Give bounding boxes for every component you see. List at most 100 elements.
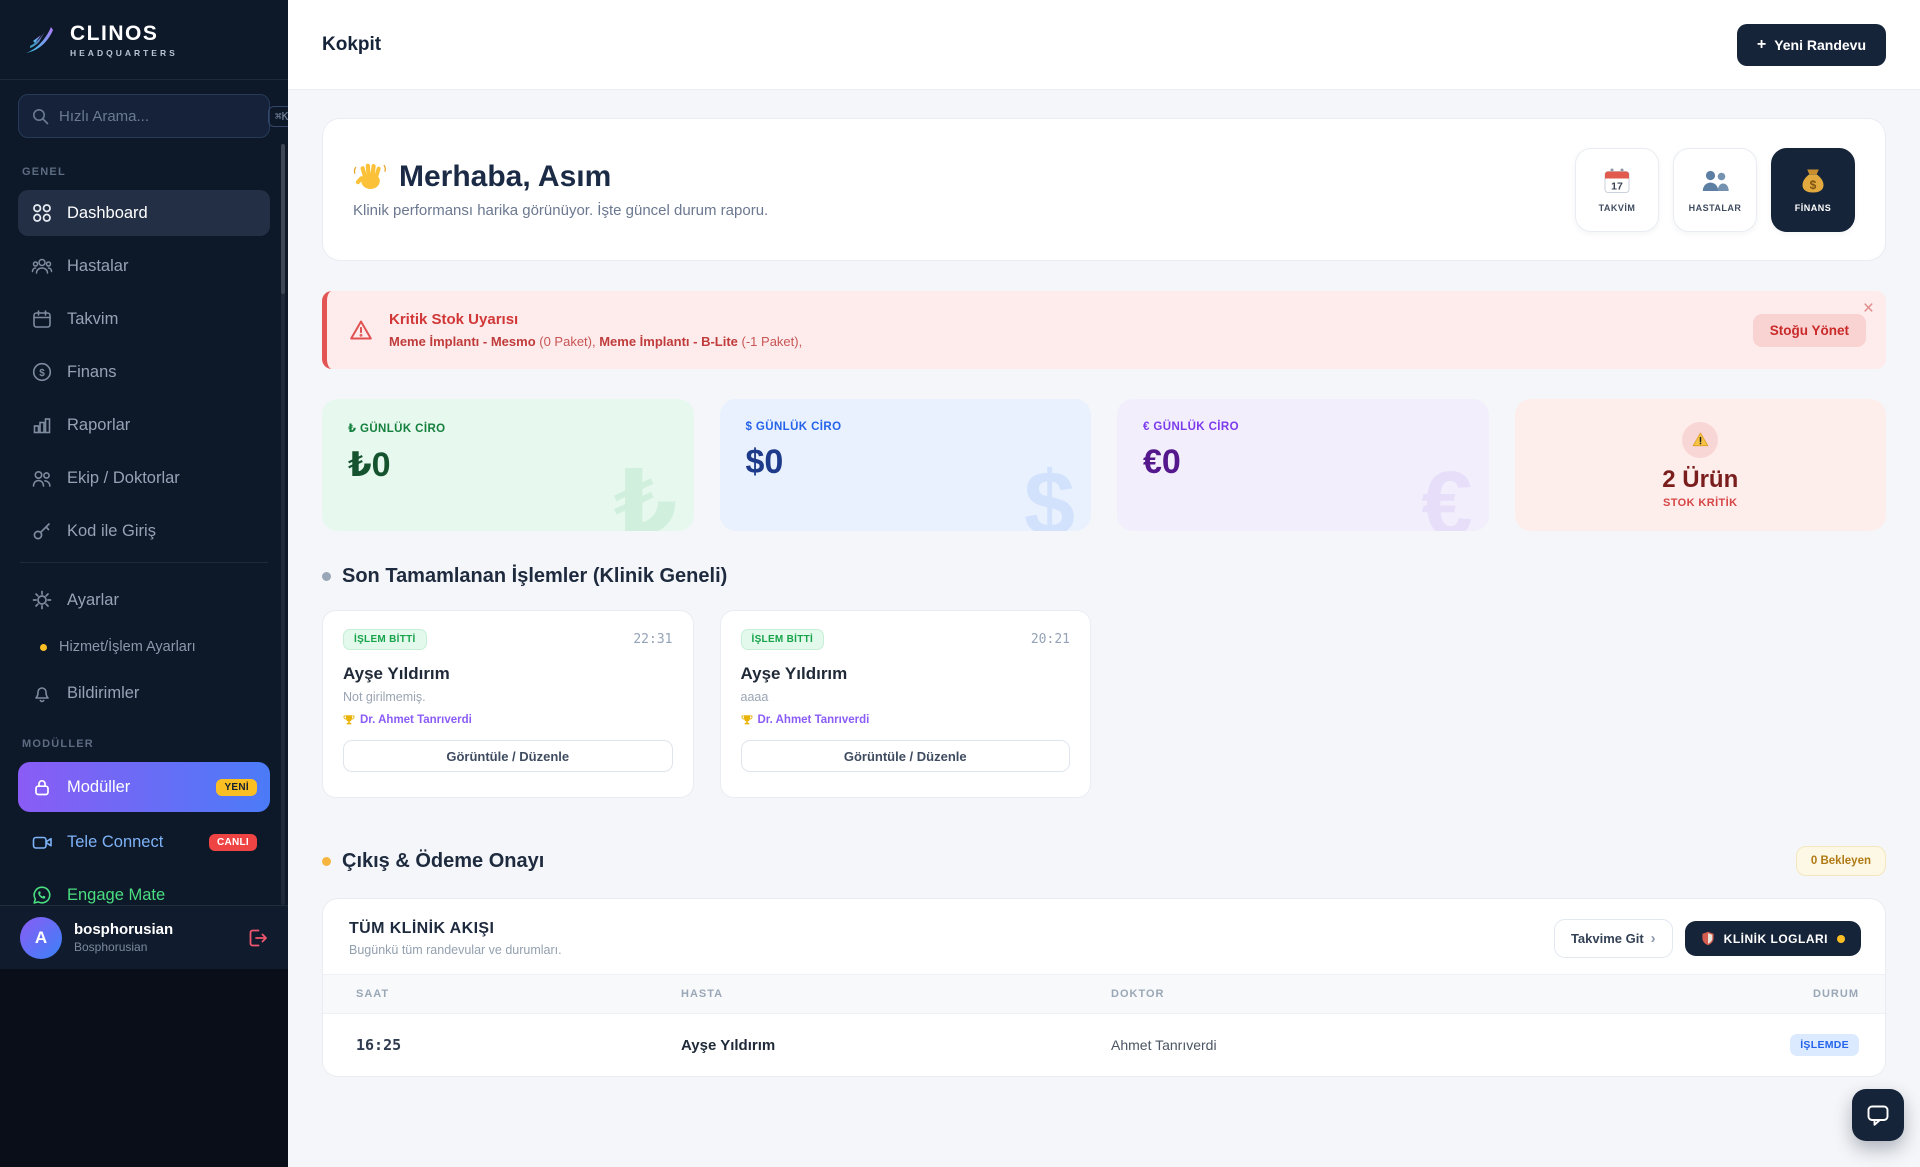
sidebar-item-label: Tele Connect	[67, 832, 164, 851]
stat-value: €0	[1143, 443, 1181, 481]
go-to-calendar-button[interactable]: Takvime Git ›	[1553, 919, 1673, 958]
currency-watermark: $	[1023, 453, 1075, 531]
lock-icon	[31, 776, 53, 798]
view-edit-button[interactable]: Görüntüle / Düzenle	[740, 740, 1070, 772]
sidebar-item-takvim[interactable]: Takvim	[18, 296, 270, 342]
calendar-icon	[31, 308, 53, 330]
logo: CLINOS HEADQUARTERS	[0, 0, 288, 80]
warning-items: Meme İmplantı - Mesmo (0 Paket), Meme İm…	[389, 334, 803, 349]
sidebar-nav: ⌘K GENEL Dashboard Hastalar Takvim $	[0, 80, 296, 905]
moneybag-emoji-icon: $	[1798, 166, 1828, 196]
warning-title: Kritik Stok Uyarısı	[389, 311, 519, 328]
flow-title: TÜM KLİNİK AKIŞI	[349, 920, 495, 937]
welcome-title: Merhaba, Asım	[399, 160, 612, 193]
patients-icon	[31, 255, 53, 277]
sidebar-item-hizmet-ayarlari[interactable]: Hizmet/İşlem Ayarları	[18, 630, 270, 664]
sidebar-scrollbar[interactable]	[281, 144, 285, 905]
stock-critical-label: STOK KRİTİK	[1663, 496, 1738, 509]
quick-action-label: FİNANS	[1794, 203, 1832, 213]
logo-title: CLINOS	[70, 21, 159, 45]
stat-card-usd: $ GÜNLÜK CİRO $0 $	[719, 399, 1091, 531]
sidebar-item-hastalar[interactable]: Hastalar	[18, 243, 270, 289]
done-badge: İŞLEM BİTTİ	[740, 629, 825, 650]
patient-name: Ayşe Yıldırım	[740, 664, 848, 683]
svg-text:$: $	[39, 368, 45, 379]
section-label-moduller: MODÜLLER	[22, 738, 94, 750]
completed-cards: İŞLEM BİTTİ 22:31 Ayşe Yıldırım Not giri…	[322, 610, 1886, 798]
manage-stock-button[interactable]: Stoğu Yönet	[1752, 313, 1866, 347]
alert-emoji-icon	[1682, 421, 1719, 458]
users-emoji-icon	[1700, 166, 1730, 196]
new-appointment-button[interactable]: + Yeni Randevu	[1736, 23, 1886, 66]
stat-card-stock-critical: 2 Ürün STOK KRİTİK	[1514, 399, 1886, 531]
stat-label: € GÜNLÜK CİRO	[1143, 421, 1239, 433]
topbar: Kokpit + Yeni Randevu	[288, 0, 1920, 90]
warning-triangle-icon	[349, 318, 373, 342]
close-icon[interactable]: ×	[1862, 298, 1874, 319]
sidebar-item-ayarlar[interactable]: Ayarlar	[18, 577, 270, 623]
currency-watermark: ₺	[613, 453, 678, 531]
sidebar-item-label: Ekip / Doktorlar	[67, 468, 180, 487]
team-icon	[31, 467, 53, 489]
stock-critical-count: 2 Ürün	[1662, 465, 1739, 493]
quick-action-finans[interactable]: $ FİNANS	[1771, 147, 1855, 232]
shield-icon	[1701, 931, 1715, 946]
sidebar-item-moduller[interactable]: Modüller YENİ	[18, 762, 270, 812]
sidebar-item-ekip[interactable]: Ekip / Doktorlar	[18, 455, 270, 501]
column-saat: SAAT	[356, 988, 390, 1000]
operation-note: Not girilmemiş.	[343, 690, 426, 704]
new-badge: YENİ	[216, 778, 257, 796]
sidebar-item-label: Takvim	[67, 309, 119, 328]
checkout-section-title: Çıkış & Ödeme Onayı	[342, 849, 545, 872]
sidebar-item-engage-mate[interactable]: Engage Mate	[18, 872, 270, 918]
quick-action-label: TAKVİM	[1598, 203, 1636, 213]
grid-icon	[31, 202, 53, 224]
live-badge: CANLI	[208, 833, 257, 851]
done-badge: İŞLEM BİTTİ	[343, 629, 427, 650]
search-input[interactable]	[59, 107, 258, 125]
column-hasta: HASTA	[681, 988, 724, 1000]
stat-label: ₺ GÜNLÜK CİRO	[348, 423, 446, 435]
doctor-name: Dr. Ahmet Tanrıverdi	[757, 714, 870, 726]
video-icon	[31, 831, 53, 853]
finance-icon: $	[31, 361, 53, 383]
completed-time: 20:21	[1030, 632, 1070, 647]
welcome-subtitle: Klinik performansı harika görünüyor. İşt…	[353, 202, 769, 219]
sidebar-divider	[20, 562, 268, 563]
chat-button[interactable]	[1852, 1089, 1904, 1141]
status-badge: İŞLEMDE	[1790, 1034, 1859, 1056]
search-icon	[31, 107, 49, 125]
sidebar-item-dashboard[interactable]: Dashboard	[18, 190, 270, 236]
quick-search[interactable]: ⌘K	[18, 94, 296, 138]
operation-note: aaaa	[740, 690, 769, 704]
column-doktor: DOKTOR	[1111, 988, 1165, 1000]
section-label-genel: GENEL	[22, 166, 66, 178]
sidebar-item-kod-ile-giris[interactable]: Kod ile Giriş	[18, 508, 270, 554]
quick-action-hastalar[interactable]: HASTALAR	[1673, 147, 1757, 232]
sidebar-subitem-label: Hizmet/İşlem Ayarları	[59, 639, 196, 655]
key-icon	[31, 520, 53, 542]
sidebar: CLINOS HEADQUARTERS ⌘K GENEL Dashboard H…	[0, 0, 296, 1167]
row-doctor: Ahmet Tanrıverdi	[1111, 1037, 1217, 1053]
table-row[interactable]: 16:25 Ayşe Yıldırım Ahmet Tanrıverdi İŞL…	[323, 1014, 1885, 1076]
patient-name: Ayşe Yıldırım	[343, 664, 450, 683]
stat-value: ₺0	[348, 446, 391, 484]
logout-icon[interactable]	[246, 927, 268, 949]
reports-icon	[31, 414, 53, 436]
sidebar-item-label: Engage Mate	[67, 885, 166, 904]
sidebar-item-bildirimler[interactable]: Bildirimler	[18, 670, 270, 716]
user-profile[interactable]: A bosphorusian Bosphorusian	[0, 905, 288, 969]
stat-label: $ GÜNLÜK CİRO	[745, 421, 842, 433]
user-name: bosphorusian	[74, 921, 174, 938]
sidebar-item-label: Modüller	[67, 777, 131, 796]
pending-count-badge: 0 Bekleyen	[1795, 846, 1886, 876]
sidebar-item-label: Ayarlar	[67, 590, 119, 609]
clinic-logs-button[interactable]: KLİNİK LOGLARI	[1684, 921, 1861, 956]
sidebar-item-raporlar[interactable]: Raporlar	[18, 402, 270, 448]
sidebar-item-tele-connect[interactable]: Tele Connect CANLI	[18, 819, 270, 865]
sidebar-item-finans[interactable]: $ Finans	[18, 349, 270, 395]
quick-action-takvim[interactable]: 17 TAKVİM	[1575, 147, 1659, 232]
stat-value: $0	[745, 443, 784, 481]
checkout-section-header: Çıkış & Ödeme Onayı 0 Bekleyen	[322, 846, 1886, 876]
view-edit-button[interactable]: Görüntüle / Düzenle	[343, 740, 673, 772]
